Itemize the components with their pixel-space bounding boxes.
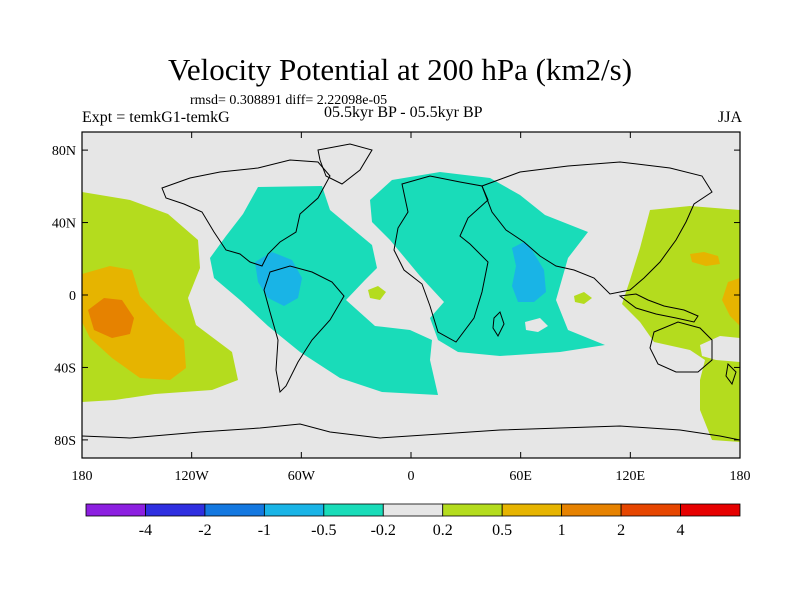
- colorbar-label: 0.2: [433, 522, 453, 539]
- positive-blob-indian: [574, 292, 592, 304]
- negative-core-arabia: [512, 242, 546, 302]
- colorbar-swatch: [263, 503, 325, 517]
- y-tick-label: 0: [69, 289, 76, 304]
- season-label: JJA: [717, 109, 742, 126]
- positive-core-west-pacific: [690, 252, 720, 266]
- experiment-label: Expt = temkG1-temkG: [82, 109, 230, 126]
- colorbar-swatch: [323, 503, 384, 517]
- colorbar-label: 4: [677, 522, 685, 539]
- positive-field-east-pacific-2: [82, 266, 186, 380]
- positive-blob-atlantic: [368, 286, 386, 300]
- colorbar-label: -0.2: [371, 522, 396, 539]
- colorbar-swatch: [382, 503, 444, 517]
- colorbar: -4 -2 -1 -0.5 -0.2 0.2 0.5 1 2 4: [85, 503, 741, 539]
- negative-core-caribbean: [255, 252, 302, 306]
- colorbar-label: -4: [139, 522, 152, 539]
- y-tick-label: 80S: [54, 434, 76, 449]
- x-tick-label: 120E: [616, 469, 646, 484]
- stats-line: rmsd= 0.308891 diff= 2.22098e-05: [190, 93, 388, 108]
- y-tick-label: 40S: [54, 361, 76, 376]
- colorbar-swatch: [680, 503, 741, 517]
- negative-field-americas: [210, 186, 438, 395]
- colorbar-swatch: [442, 503, 503, 517]
- coast-indonesia: [618, 293, 699, 323]
- positive-core-east-pacific: [88, 298, 134, 338]
- period-label: 05.5kyr BP - 05.5kyr BP: [324, 104, 483, 121]
- colorbar-swatch: [620, 503, 681, 517]
- colorbar-label: 2: [617, 522, 625, 539]
- coast-greenland: [317, 143, 373, 185]
- axis-ticks: 80N 40N 0 40S 80S 180 120W 60W 0 60E 120E 180: [52, 132, 751, 484]
- coast-south-america: [263, 265, 345, 394]
- coast-north-america: [161, 159, 331, 267]
- x-tick-label: 60W: [288, 469, 316, 484]
- colorbar-swatch: [85, 503, 146, 517]
- colorbar-swatch: [145, 503, 206, 517]
- positive-core-far-east: [722, 278, 740, 326]
- coast-antarctica: [82, 423, 740, 441]
- colorbar-label: -2: [198, 522, 211, 539]
- y-tick-label: 40N: [52, 217, 76, 232]
- coast-asia: [481, 161, 713, 295]
- colorbar-swatch: [561, 503, 622, 517]
- x-tick-label: 0: [408, 469, 415, 484]
- colorbar-label: 1: [558, 522, 566, 539]
- plot-title: Velocity Potential at 200 hPa (km2/s): [167, 52, 633, 87]
- x-tick-label: 60E: [509, 469, 532, 484]
- colorbar-label: 0.5: [492, 522, 512, 539]
- coast-new-zealand: [725, 362, 737, 386]
- colorbar-swatch: [204, 503, 265, 517]
- x-tick-label: 120W: [175, 469, 210, 484]
- coastlines: [82, 143, 740, 441]
- x-tick-label: 180: [72, 469, 93, 484]
- x-tick-label: 180: [730, 469, 751, 484]
- y-tick-label: 80N: [52, 144, 76, 159]
- colorbar-label: -0.5: [311, 522, 336, 539]
- coast-madagascar: [492, 311, 505, 338]
- colorbar-label: -1: [258, 522, 271, 539]
- colorbar-swatch: [501, 503, 563, 517]
- coast-australia: [649, 321, 713, 373]
